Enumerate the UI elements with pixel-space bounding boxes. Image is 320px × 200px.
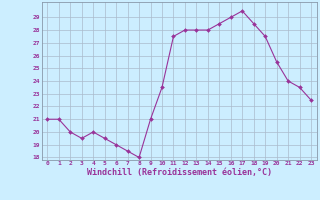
X-axis label: Windchill (Refroidissement éolien,°C): Windchill (Refroidissement éolien,°C) [87,168,272,177]
